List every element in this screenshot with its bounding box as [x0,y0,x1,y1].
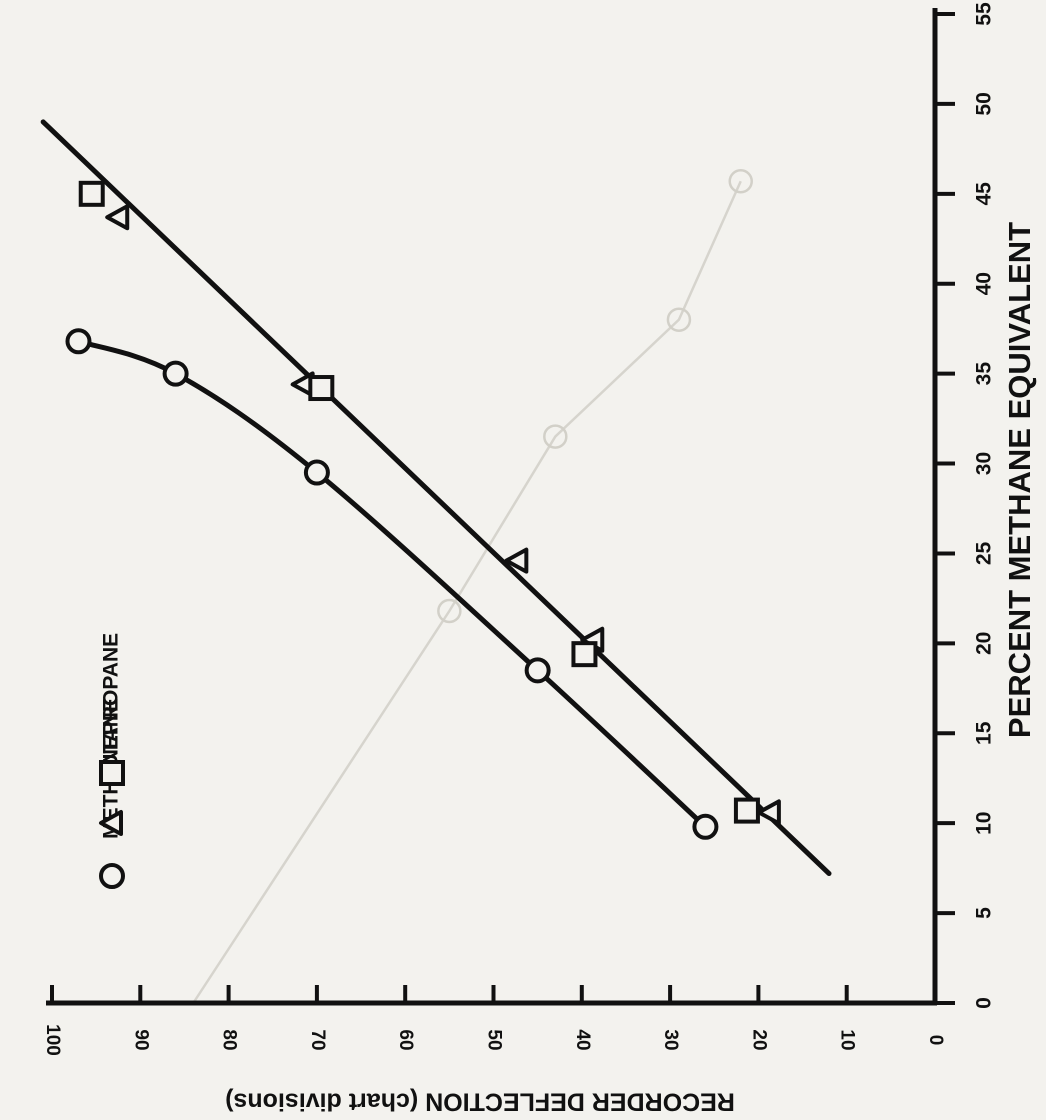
data-point-butane [756,799,781,826]
y-tick-label: 30 [660,1029,681,1050]
x-tick-label: 15 [973,721,996,745]
background-trace [192,180,742,1004]
x-tick-label: 40 [973,272,996,295]
x-tick-label: 55 [973,2,996,26]
x-tick-label: 10 [973,812,996,835]
y-tick-label: 40 [572,1029,593,1050]
y-tick-label: 60 [395,1029,416,1050]
y-tick-label: 80 [219,1029,240,1050]
data-point-propane [308,375,335,402]
y-axis-title: RECORDER DEFLECTION (chart divisions) [225,1087,735,1115]
y-tick-label: 70 [307,1029,328,1050]
x-tick-label: 20 [973,632,996,655]
x-tick-label: 5 [973,907,996,919]
background-trace-marker [543,424,568,449]
legend-marker-propane [99,760,125,786]
x-axis-title: PERCENT METHANE EQUIVALENT [1002,222,1037,738]
legend-marker-butane [99,810,123,836]
legend-marker-methane [99,863,125,889]
data-point-butane [504,547,529,574]
data-point-methane [65,328,92,355]
background-trace-marker [437,598,462,624]
background-trace-marker [666,307,692,332]
y-tick-label: 90 [130,1029,151,1050]
x-tick-label: 50 [973,92,996,115]
data-point-propane [78,180,105,207]
data-point-methane [162,360,189,387]
background-trace-marker [728,168,753,194]
y-tick-label: 100 [42,1024,63,1056]
legend-label-propane: PROPANE [100,633,123,735]
data-point-propane [733,797,760,824]
x-tick-label: 0 [973,997,996,1009]
plot-area: 0 5 10 15 20 25 30 35 40 45 50 55 0 10 20 30 40 50 60 70 80 9… [40,2,1037,1115]
data-point-methane [692,813,719,840]
x-tick-label: 25 [973,541,996,565]
y-tick-label: 20 [748,1029,769,1050]
y-tick-label: 10 [837,1029,858,1050]
fit-curve-methane [75,338,708,830]
fit-line-butane-propane [40,119,832,877]
y-tick-label: 0 [925,1035,946,1046]
y-tick-label: 50 [483,1029,504,1050]
x-tick-label: 45 [973,182,996,206]
data-point-butane [105,204,130,231]
x-tick-label: 30 [973,452,996,475]
data-point-methane [303,459,330,486]
data-point-propane [571,641,598,668]
data-point-methane [524,657,551,684]
x-tick-label: 35 [973,362,996,386]
